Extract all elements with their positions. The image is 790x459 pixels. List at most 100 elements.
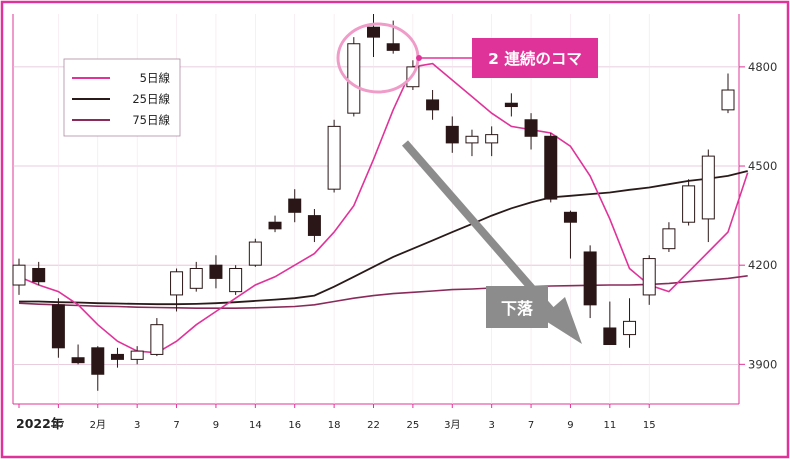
candle-body-down xyxy=(386,43,400,51)
legend-label-ma25: 25日線 xyxy=(132,92,170,106)
candle-16 xyxy=(327,119,341,193)
decline-label-box xyxy=(486,286,548,328)
candle-body-down xyxy=(544,135,558,200)
candle-7 xyxy=(150,318,164,357)
x-tick-label: 3月 xyxy=(444,419,460,431)
candle-17 xyxy=(347,37,361,117)
candle-14 xyxy=(288,189,302,223)
candle-body-down xyxy=(268,221,282,230)
legend-label-ma5: 5日線 xyxy=(140,71,171,85)
x-tick-label: 7 xyxy=(173,420,179,431)
candle-body-down xyxy=(32,267,46,283)
candle-body-up xyxy=(721,89,735,111)
candle-body-down xyxy=(71,357,85,364)
candle-18 xyxy=(367,14,380,57)
candle-body-up xyxy=(327,125,341,190)
candle-body-up xyxy=(347,43,361,114)
candle-body-up xyxy=(130,350,144,360)
decline-arrow-head xyxy=(541,297,582,344)
candle-body-down xyxy=(426,99,440,111)
x-tick-label: 2022年 xyxy=(16,416,64,431)
candles xyxy=(12,14,735,391)
y-tick-labels: 3900 4200 4500 4800 xyxy=(739,60,777,371)
candle-12 xyxy=(248,238,262,267)
candle-23 xyxy=(465,129,479,157)
x-tick-label: 7 xyxy=(528,420,534,431)
x-tick-label: 2月 xyxy=(90,419,106,431)
candle-body-down xyxy=(288,198,302,213)
x-tick-label: 9 xyxy=(213,420,219,431)
callout-dot xyxy=(416,55,422,61)
candle-5 xyxy=(110,347,124,368)
candle-8 xyxy=(170,268,184,312)
candle-body-down xyxy=(504,102,518,108)
x-tick-label: 25 xyxy=(407,420,420,431)
x-tick-label: 18 xyxy=(328,420,341,431)
candle-body-down xyxy=(51,304,65,349)
callout-label: 2 連続のコマ xyxy=(488,49,582,68)
candle-11 xyxy=(229,265,243,295)
candle-body-up xyxy=(189,267,203,289)
y-tick-label: 3900 xyxy=(748,357,777,371)
candle-body-up xyxy=(465,135,479,144)
candle-body-down xyxy=(445,125,459,144)
candle-33 xyxy=(662,222,676,252)
candle-9 xyxy=(189,261,203,292)
candle-0 xyxy=(12,258,26,295)
x-tick-label: 11 xyxy=(603,420,616,431)
candle-10 xyxy=(209,255,223,289)
candle-body-down xyxy=(367,26,380,38)
candle-15 xyxy=(307,209,321,243)
candle-26 xyxy=(524,113,538,150)
candle-22 xyxy=(445,116,459,153)
candle-body-up xyxy=(701,155,715,220)
candle-body-down xyxy=(209,264,223,279)
legend: 5日線 25日線 75日線 xyxy=(63,58,181,137)
x-tick-label: 16 xyxy=(288,420,301,431)
candle-body-down xyxy=(603,327,617,346)
candle-body-up xyxy=(662,228,676,250)
candle-body-down xyxy=(583,251,597,306)
candle-28 xyxy=(563,210,577,259)
candle-body-down xyxy=(563,211,577,223)
decline-label: 下落 xyxy=(501,299,534,318)
candle-29 xyxy=(583,245,597,319)
candle-body-down xyxy=(91,347,105,375)
candle-body-up xyxy=(229,267,243,293)
candle-body-up xyxy=(623,320,637,336)
candle-13 xyxy=(268,215,282,233)
x-tick-label: 3 xyxy=(488,420,494,431)
candle-body-up xyxy=(642,258,656,296)
ma25-line xyxy=(19,170,748,306)
callout-box xyxy=(472,38,598,78)
candle-2 xyxy=(51,298,65,358)
candle-24 xyxy=(485,126,499,157)
candle-body-up xyxy=(150,324,164,355)
candle-6 xyxy=(130,346,144,365)
candle-4 xyxy=(91,346,105,391)
candle-30 xyxy=(603,301,617,346)
candle-31 xyxy=(623,298,637,348)
candle-body-down xyxy=(524,119,538,137)
x-tick-label: 3 xyxy=(134,420,140,431)
candle-body-up xyxy=(248,241,262,266)
candle-body-up xyxy=(682,185,696,223)
candle-1 xyxy=(32,261,46,286)
candle-3 xyxy=(71,344,85,365)
x-tick-label: 27 xyxy=(52,420,65,431)
x-tick-label: 9 xyxy=(567,420,573,431)
legend-label-ma75: 75日線 xyxy=(132,113,170,127)
x-tick-label: 22 xyxy=(367,420,380,431)
ma75-line xyxy=(18,275,748,309)
candle-34 xyxy=(682,179,696,226)
candle-body-down xyxy=(110,353,124,360)
y-tick-label: 4200 xyxy=(748,258,777,272)
candle-27 xyxy=(544,132,558,203)
y-tick-label: 4800 xyxy=(748,60,777,74)
candle-body-up xyxy=(485,134,499,144)
x-tick-label: 14 xyxy=(249,420,262,431)
x-tick-label: 15 xyxy=(643,420,656,431)
candle-32 xyxy=(642,255,656,305)
